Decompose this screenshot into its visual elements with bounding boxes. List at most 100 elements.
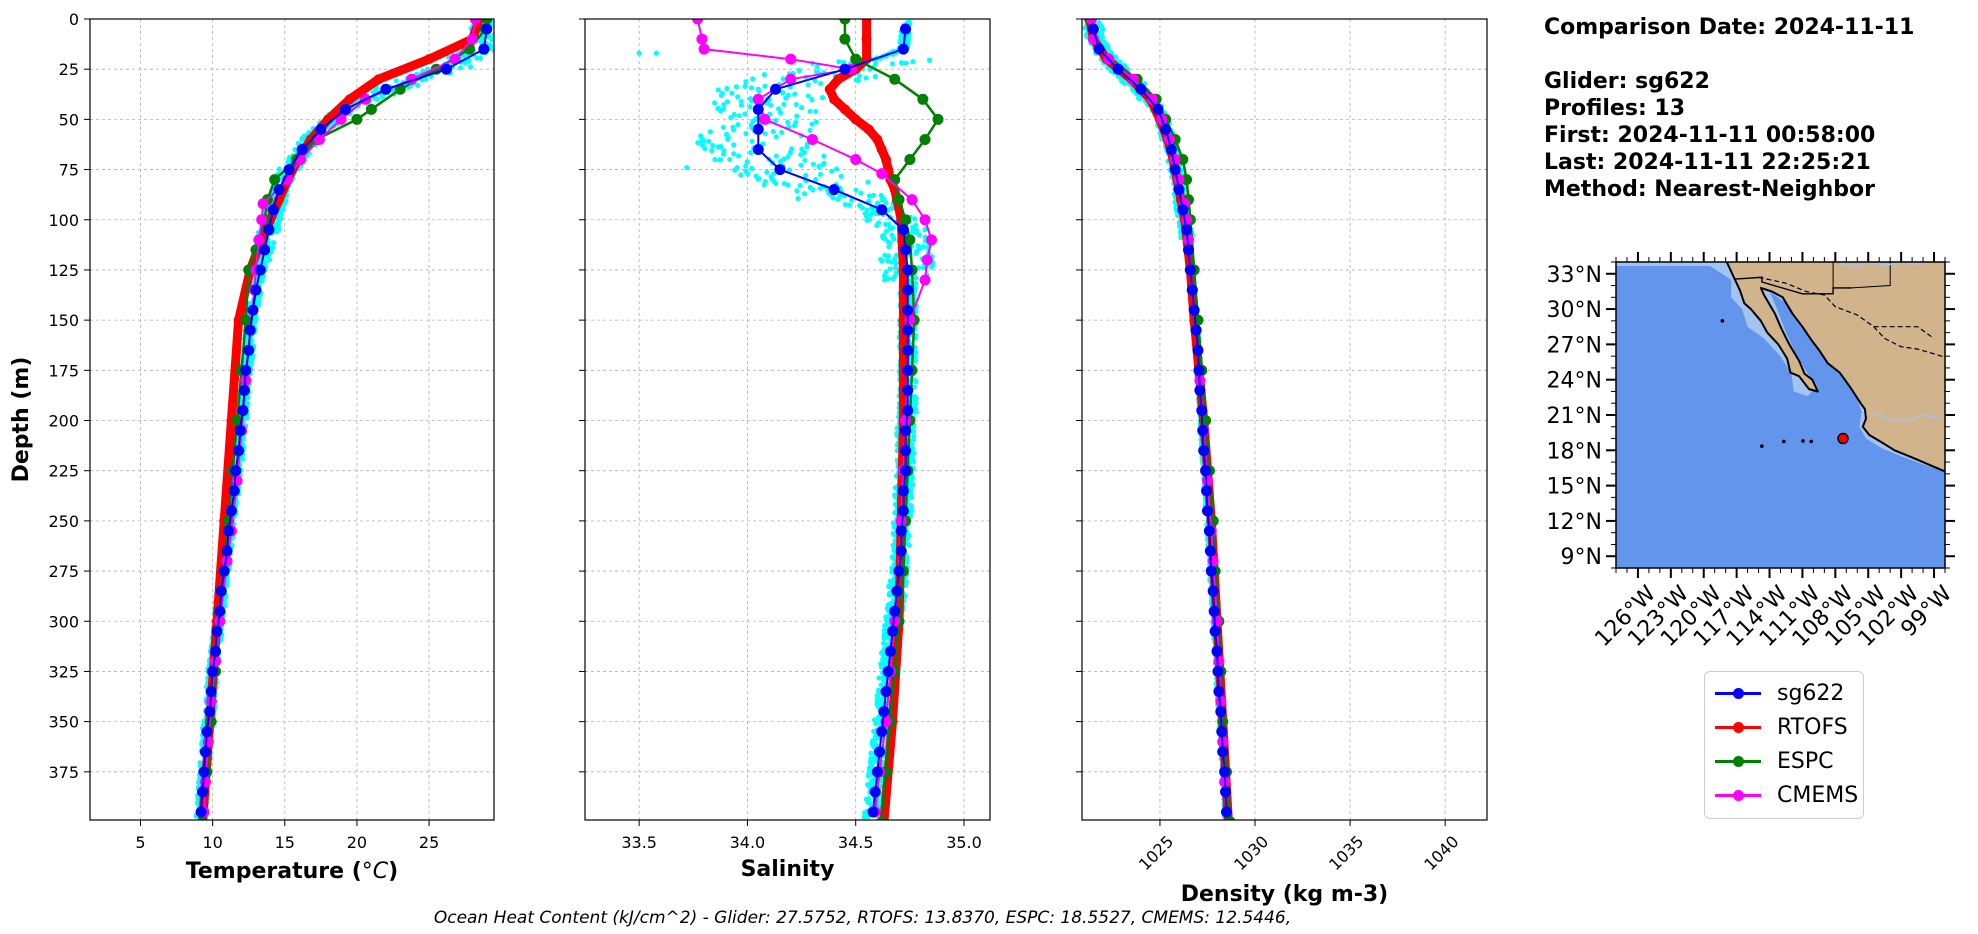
- data-point-sg622: [1173, 184, 1185, 196]
- raw-point: [786, 167, 793, 173]
- data-point-cmems: [1169, 154, 1181, 166]
- data-point-sg622: [752, 123, 764, 135]
- raw-point: [281, 201, 287, 207]
- raw-point: [793, 101, 799, 108]
- river: [1873, 411, 1940, 421]
- y-tick-label: 100: [48, 211, 79, 230]
- y-tick-label: 225: [48, 462, 79, 481]
- series-line-sg622: [1092, 28, 1228, 813]
- raw-point: [846, 202, 853, 208]
- data-point-sg622: [1182, 244, 1194, 256]
- raw-point: [906, 542, 912, 548]
- raw-point: [773, 134, 779, 140]
- data-point-sg622: [221, 545, 233, 557]
- raw-point: [891, 524, 898, 530]
- raw-point: [893, 260, 899, 266]
- raw-point: [880, 640, 887, 646]
- raw-point: [479, 35, 486, 41]
- profile-count: Profiles: 13: [1544, 96, 1686, 121]
- raw-point: [885, 276, 892, 282]
- raw-point: [736, 113, 742, 119]
- data-point-espc: [839, 33, 851, 45]
- raw-point: [890, 276, 896, 282]
- raw-point: [866, 193, 873, 199]
- data-point-sg622: [1216, 726, 1228, 738]
- data-point-rtofs: [344, 94, 355, 105]
- raw-point: [493, 23, 494, 26]
- data-point-sg622: [897, 224, 909, 236]
- data-point-cmems: [785, 53, 797, 65]
- interp-method: Method: Nearest-Neighbor: [1544, 177, 1875, 202]
- raw-point: [636, 50, 642, 56]
- raw-point: [904, 559, 910, 565]
- data-point-espc: [463, 43, 475, 55]
- raw-point: [878, 192, 884, 198]
- lat-tick-label: 33°N: [1547, 263, 1602, 288]
- data-point-sg622: [1192, 344, 1204, 356]
- raw-point: [889, 554, 896, 560]
- data-point-sg622: [1209, 625, 1221, 637]
- data-point-sg622: [1177, 204, 1189, 216]
- lat-tick-label: 24°N: [1547, 369, 1602, 394]
- data-point-espc: [893, 194, 905, 206]
- raw-point: [785, 119, 791, 125]
- data-point-sg622: [893, 565, 905, 577]
- data-point-sg622: [884, 645, 896, 657]
- raw-point: [797, 183, 803, 189]
- data-point-espc: [231, 415, 243, 427]
- data-point-cmems: [1213, 655, 1225, 667]
- raw-point: [748, 85, 755, 91]
- gulf-coast: [1947, 339, 1954, 427]
- y-axis: [1076, 18, 1082, 773]
- legend-marker-espc: [1713, 751, 1763, 771]
- data-point-rtofs: [861, 34, 872, 45]
- data-point-espc: [481, 19, 493, 25]
- legend-marker-rtofs: [1713, 717, 1763, 737]
- raw-point: [804, 144, 810, 150]
- raw-point: [781, 101, 787, 107]
- data-point-espc: [197, 816, 208, 820]
- data-point-cmems: [850, 154, 862, 166]
- data-point-cmems: [1181, 214, 1193, 226]
- raw-point: [807, 127, 813, 134]
- data-point-sg622: [902, 304, 914, 316]
- data-point-sg622: [1196, 404, 1208, 416]
- series-line-sg622: [200, 28, 488, 813]
- data-point-sg622: [267, 204, 279, 216]
- data-point-sg622: [895, 545, 907, 557]
- data-point-sg622: [770, 83, 782, 95]
- raw-point: [833, 166, 840, 172]
- lat-tick-label: 21°N: [1547, 404, 1602, 429]
- raw-point: [913, 395, 919, 401]
- raw-point: [1175, 213, 1181, 219]
- data-point-sg622: [1205, 565, 1217, 577]
- data-point-sg622: [225, 505, 237, 517]
- x-axis: 33.5 34.0 34.5 35.0: [621, 820, 982, 852]
- data-point-sg622: [902, 324, 914, 336]
- raw-point: [912, 358, 919, 364]
- raw-point: [1082, 25, 1088, 31]
- plot-frame: [584, 18, 991, 821]
- data-point-sg622: [1135, 83, 1147, 95]
- raw-point: [794, 188, 800, 194]
- raw-point: [879, 258, 885, 264]
- data-point-cmems: [919, 274, 931, 286]
- x-axis-label: Salinity: [741, 857, 835, 882]
- raw-point: [863, 815, 869, 820]
- series-line-sg622: [757, 28, 909, 813]
- raw-point: [785, 154, 791, 160]
- data-point-sg622: [244, 324, 256, 336]
- data-point-sg622: [1190, 324, 1202, 336]
- data-point-sg622: [891, 585, 903, 597]
- raw-point: [853, 77, 859, 83]
- legend-label: sg622: [1777, 680, 1845, 706]
- legend-item-cmems: CMEMS: [1713, 778, 1858, 812]
- raw-point: [866, 198, 872, 204]
- raw-point: [738, 102, 745, 108]
- data-point-espc: [876, 816, 887, 820]
- raw-point: [762, 83, 768, 89]
- raw-point: [731, 127, 737, 133]
- legend-label: ESPC: [1777, 748, 1834, 774]
- data-point-cmems: [257, 198, 269, 210]
- data-point-sg622: [1201, 505, 1213, 517]
